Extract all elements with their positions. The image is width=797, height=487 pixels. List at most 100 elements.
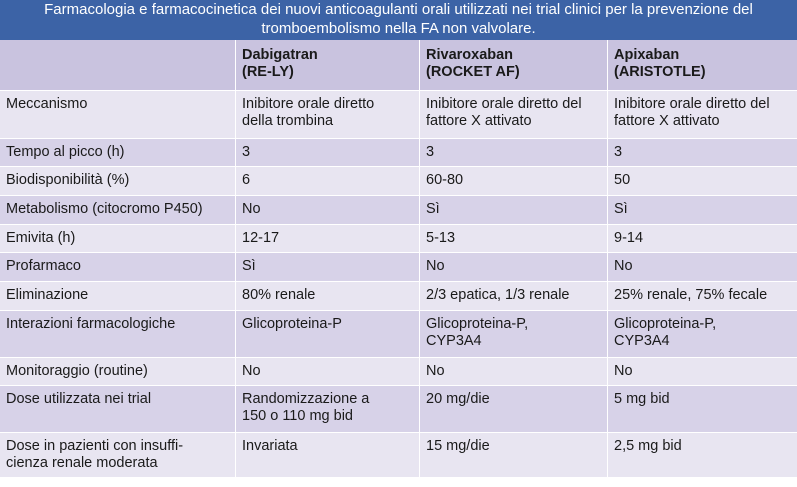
table-body: Meccanismo Inibitore orale diretto della … [0, 91, 797, 477]
cell-text-line: No [614, 363, 633, 379]
cell-dabigatran: 6 [236, 167, 420, 195]
cell-text-line: 20 mg/die [426, 391, 490, 407]
cell-rivaroxaban: 2/3 epatica, 1/3 renale [420, 282, 608, 310]
cell-text-line: CYP3A4 [426, 333, 482, 349]
cell-rivaroxaban: Sì [420, 196, 608, 224]
cell-dabigatran: Invariata [236, 433, 420, 477]
header-trial-name: (ROCKET AF) [426, 64, 520, 80]
row-label: Emivita (h) [0, 225, 236, 252]
cell-text-line: Profarmaco [6, 258, 81, 274]
cell-dabigatran: No [236, 196, 420, 224]
cell-text-line: Inibitore orale diretto del [426, 96, 582, 112]
table-row: Dose utilizzata nei trial Randomizzazion… [0, 386, 797, 433]
cell-dabigatran: 80% renale [236, 282, 420, 310]
row-label: Monitoraggio (routine) [0, 358, 236, 385]
cell-text-line: 80% renale [242, 287, 316, 303]
cell-rivaroxaban: Inibitore orale diretto del fattore X att… [420, 91, 608, 138]
cell-text-line: 3 [242, 144, 251, 160]
cell-dabigatran: Inibitore orale diretto della trombina [236, 91, 420, 138]
cell-rivaroxaban: No [420, 358, 608, 385]
caption-line-1: Farmacologia e farmacocinetica dei nuovi… [44, 1, 753, 18]
row-label: Tempo al picco (h) [0, 139, 236, 166]
cell-text-line: Sì [614, 201, 628, 217]
cell-text-line: No [242, 201, 261, 217]
cell-apixaban: No [608, 253, 797, 281]
cell-apixaban: 50 [608, 167, 797, 195]
cell-text-line: No [426, 363, 445, 379]
cell-text-line: della trombina [242, 113, 334, 129]
cell-rivaroxaban: 5-13 [420, 225, 608, 252]
cell-text-line: Glicoproteina-P [242, 316, 342, 332]
cell-apixaban: 2,5 mg bid [608, 433, 797, 477]
cell-text-line: 150 o 110 mg bid [242, 408, 353, 424]
cell-text-line: No [242, 363, 261, 379]
cell-dabigatran: Glicoproteina-P [236, 311, 420, 357]
header-drug-name: Dabigatran [242, 47, 318, 63]
row-label: Meccanismo [0, 91, 236, 138]
cell-text-line: 60-80 [426, 172, 464, 188]
cell-rivaroxaban: 20 mg/die [420, 386, 608, 432]
cell-dabigatran: Randomizzazione a 150 o 110 mg bid [236, 386, 420, 432]
cell-text-line: 3 [426, 144, 435, 160]
cell-text-line: 5-13 [426, 230, 456, 246]
cell-rivaroxaban: 3 [420, 139, 608, 166]
cell-apixaban: 5 mg bid [608, 386, 797, 432]
row-label: Profarmaco [0, 253, 236, 281]
cell-text-line: 9-14 [614, 230, 644, 246]
cell-apixaban: 25% renale, 75% fecale [608, 282, 797, 310]
cell-text-line: Interazioni farmacologiche [6, 316, 176, 332]
cell-text-line: cienza renale moderata [6, 455, 158, 471]
cell-apixaban: 3 [608, 139, 797, 166]
header-cell-rivaroxaban: Rivaroxaban (ROCKET AF) [420, 40, 608, 90]
cell-apixaban: No [608, 358, 797, 385]
header-cell-apixaban: Apixaban (ARISTOTLE) [608, 40, 797, 90]
cell-text-line: Meccanismo [6, 96, 88, 112]
row-label: Biodisponibilità (%) [0, 167, 236, 195]
header-drug-name: Rivaroxaban [426, 47, 514, 63]
cell-text-line: Sì [426, 201, 440, 217]
cell-text-line: Metabolismo (citocromo P450) [6, 201, 203, 217]
header-cell-empty [0, 40, 236, 90]
cell-text-line: 15 mg/die [426, 438, 490, 454]
cell-text-line: No [614, 258, 633, 274]
header-trial-name: (RE-LY) [242, 64, 294, 80]
cell-text-line: No [426, 258, 445, 274]
cell-text-line: Randomizzazione a [242, 391, 370, 407]
cell-text-line: Invariata [242, 438, 298, 454]
cell-dabigatran: 3 [236, 139, 420, 166]
table-row: Meccanismo Inibitore orale diretto della … [0, 91, 797, 139]
cell-text-line: 5 mg bid [614, 391, 670, 407]
cell-text-line: Glicoproteina-P, [614, 316, 717, 332]
header-trial-name: (ARISTOTLE) [614, 64, 706, 80]
cell-text-line: CYP3A4 [614, 333, 670, 349]
table-row: Emivita (h) 12-17 5-13 9-14 [0, 225, 797, 253]
cell-text-line: Inibitore orale diretto del [614, 96, 770, 112]
cell-text-line: fattore X attivato [614, 113, 720, 129]
cell-dabigatran: 12-17 [236, 225, 420, 252]
cell-text-line: 12-17 [242, 230, 280, 246]
table-row: Eliminazione 80% renale 2/3 epatica, 1/3… [0, 282, 797, 311]
table-row: Monitoraggio (routine) No No No [0, 358, 797, 386]
cell-text-line: Dose in pazienti con insuffi- [6, 438, 184, 454]
cell-text-line: Emivita (h) [6, 230, 76, 246]
cell-text-line: Tempo al picco (h) [6, 144, 125, 160]
table-row: Tempo al picco (h) 3 3 3 [0, 139, 797, 167]
cell-text-line: Glicoproteina-P, [426, 316, 529, 332]
row-label: Dose in pazienti con insuffi-cienza rena… [0, 433, 236, 477]
header-cell-dabigatran: Dabigatran (RE-LY) [236, 40, 420, 90]
cell-rivaroxaban: 15 mg/die [420, 433, 608, 477]
cell-text-line: 6 [242, 172, 251, 188]
row-label: Dose utilizzata nei trial [0, 386, 236, 432]
cell-text-line: 2,5 mg bid [614, 438, 682, 454]
cell-text-line: Biodisponibilità (%) [6, 172, 130, 188]
table-row: Biodisponibilità (%) 6 60-80 50 [0, 167, 797, 196]
cell-text-line: 25% renale, 75% fecale [614, 287, 768, 303]
table-row: Profarmaco Sì No No [0, 253, 797, 282]
row-label: Interazioni farmacologiche [0, 311, 236, 357]
cell-dabigatran: No [236, 358, 420, 385]
cell-apixaban: Sì [608, 196, 797, 224]
header-drug-name: Apixaban [614, 47, 680, 63]
cell-text-line: Inibitore orale diretto [242, 96, 375, 112]
cell-text-line: 3 [614, 144, 623, 160]
